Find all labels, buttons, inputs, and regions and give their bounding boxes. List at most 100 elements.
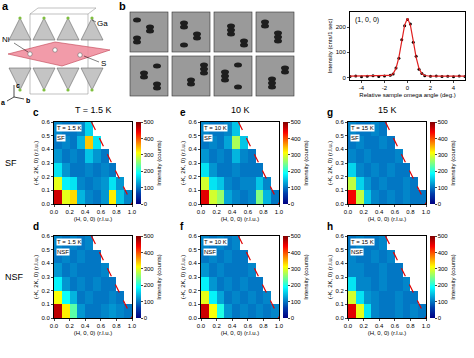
svg-text:0.0: 0.0 [50,209,59,215]
svg-text:200: 200 [336,24,347,30]
svg-text:SF: SF [5,158,17,168]
svg-text:0.5: 0.5 [188,247,197,253]
svg-text:0.2: 0.2 [335,288,344,294]
svg-text:Intensity (counts): Intensity (counts) [303,140,309,186]
svg-text:500: 500 [291,233,302,239]
svg-text:0.8: 0.8 [112,323,121,329]
svg-text:0.5: 0.5 [188,133,197,139]
svg-text:T = 10 K: T = 10 K [204,125,227,131]
svg-text:200: 200 [144,168,155,174]
svg-text:100: 100 [291,185,302,191]
svg-text:c: c [33,107,39,118]
svg-text:100: 100 [291,299,302,305]
svg-text:e: e [180,107,186,118]
svg-text:0.1: 0.1 [188,187,197,193]
svg-text:0.2: 0.2 [188,288,197,294]
svg-text:300: 300 [291,266,302,272]
svg-text:0.6: 0.6 [41,119,50,125]
svg-text:0.4: 0.4 [375,209,384,215]
svg-text:0.3: 0.3 [188,274,197,280]
svg-text:15 K: 15 K [378,105,397,115]
svg-text:T = 15 K: T = 15 K [351,239,374,245]
svg-text:0.3: 0.3 [335,160,344,166]
svg-text:NSF: NSF [5,272,24,282]
svg-text:0: 0 [291,315,295,321]
svg-text:a: a [1,99,5,106]
svg-text:0.0: 0.0 [197,323,206,329]
svg-text:0.2: 0.2 [65,209,74,215]
svg-text:0.6: 0.6 [188,233,197,239]
svg-text:0.0: 0.0 [335,201,344,207]
svg-text:0.6: 0.6 [41,233,50,239]
svg-text:1.0: 1.0 [422,323,431,329]
svg-text:T = 1.5 K: T = 1.5 K [75,105,112,115]
svg-text:1.0: 1.0 [275,209,284,215]
svg-text:b: b [26,97,30,104]
svg-text:400: 400 [144,136,155,142]
svg-text:0.4: 0.4 [81,323,90,329]
svg-text:(H, 0, 0) (r.l.u.): (H, 0, 0) (r.l.u.) [368,216,407,222]
svg-text:(-K, 2K, 0) (r.l.u.): (-K, 2K, 0) (r.l.u.) [33,141,39,185]
svg-text:0.1: 0.1 [188,301,197,307]
svg-text:T = 15 K: T = 15 K [351,125,374,131]
svg-text:-2: -2 [382,85,388,91]
svg-text:0.4: 0.4 [375,323,384,329]
svg-text:500: 500 [144,119,155,125]
svg-text:0.6: 0.6 [244,323,253,329]
svg-text:0.5: 0.5 [335,247,344,253]
svg-text:NSF: NSF [57,249,69,255]
svg-text:0.6: 0.6 [244,209,253,215]
svg-text:NSF: NSF [204,249,216,255]
svg-text:0: 0 [144,315,148,321]
svg-text:300: 300 [291,152,302,158]
svg-text:T = 1.5 K: T = 1.5 K [57,239,81,245]
svg-text:100: 100 [336,49,347,55]
svg-text:0.3: 0.3 [41,274,50,280]
svg-text:100: 100 [144,185,155,191]
svg-text:300: 300 [144,152,155,158]
svg-text:a: a [2,0,9,12]
svg-text:500: 500 [438,119,449,125]
svg-text:0.1: 0.1 [41,301,50,307]
svg-text:200: 200 [438,282,449,288]
svg-text:0.4: 0.4 [335,260,344,266]
svg-text:200: 200 [291,282,302,288]
svg-text:0.1: 0.1 [335,187,344,193]
svg-text:0: 0 [144,201,148,207]
svg-text:0.3: 0.3 [335,274,344,280]
svg-text:0.2: 0.2 [359,323,368,329]
svg-text:500: 500 [144,233,155,239]
svg-text:d: d [33,221,39,232]
svg-text:0.8: 0.8 [406,323,415,329]
svg-text:b: b [119,0,126,12]
svg-text:0.3: 0.3 [188,160,197,166]
svg-text:(H, 0, 0) (r.l.u.): (H, 0, 0) (r.l.u.) [74,330,113,336]
svg-text:Intensity (counts): Intensity (counts) [450,254,456,300]
svg-text:1.0: 1.0 [128,209,137,215]
svg-text:0.0: 0.0 [41,315,50,321]
svg-text:0.6: 0.6 [335,233,344,239]
svg-text:0.8: 0.8 [112,209,121,215]
svg-text:Intensity (counts): Intensity (counts) [156,254,162,300]
svg-text:Intensity (cnts/1 sec): Intensity (cnts/1 sec) [327,18,333,73]
svg-text:400: 400 [438,250,449,256]
svg-text:(H, 0, 0) (r.l.u.): (H, 0, 0) (r.l.u.) [368,330,407,336]
svg-text:10 K: 10 K [231,105,250,115]
svg-text:0.0: 0.0 [50,323,59,329]
svg-text:0.6: 0.6 [97,323,106,329]
svg-text:0.4: 0.4 [41,146,50,152]
svg-text:0.4: 0.4 [41,260,50,266]
svg-text:400: 400 [291,250,302,256]
svg-text:NSF: NSF [351,249,363,255]
svg-text:c: c [16,82,20,89]
svg-text:1.0: 1.0 [275,323,284,329]
svg-text:0.6: 0.6 [391,209,400,215]
svg-text:0: 0 [291,201,295,207]
svg-text:0.2: 0.2 [212,209,221,215]
svg-text:(H, 0, 0) (r.l.u.): (H, 0, 0) (r.l.u.) [221,330,260,336]
svg-text:300: 300 [144,266,155,272]
svg-text:(-K, 2K, 0) (r.l.u.): (-K, 2K, 0) (r.l.u.) [33,255,39,299]
svg-text:-4: -4 [359,85,365,91]
svg-text:0.3: 0.3 [41,160,50,166]
svg-text:0.4: 0.4 [228,323,237,329]
